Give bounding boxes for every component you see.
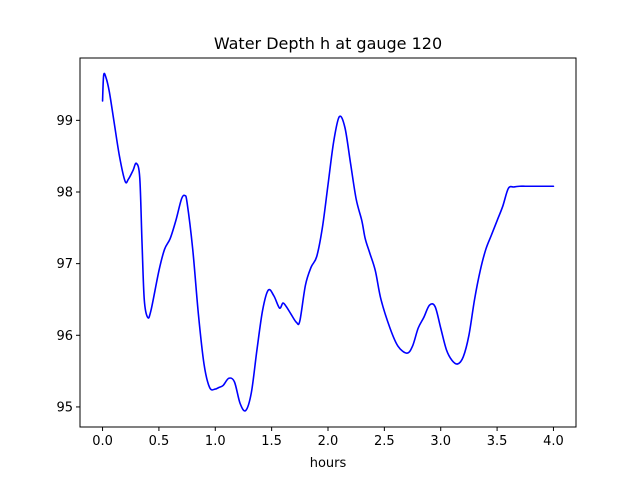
x-tick-label: 1.5 bbox=[261, 434, 282, 449]
x-tick-label: 2.5 bbox=[374, 434, 395, 449]
y-tick-label: 98 bbox=[56, 185, 73, 200]
chart-title: Water Depth h at gauge 120 bbox=[214, 34, 442, 53]
x-axis-label: hours bbox=[310, 456, 347, 471]
y-tick-label: 97 bbox=[56, 257, 73, 272]
x-tick-label: 0.0 bbox=[92, 434, 113, 449]
y-tick-label: 99 bbox=[56, 114, 73, 129]
x-axis: 0.0 0.5 1.0 1.5 2.0 2.5 3.0 3.5 4.0 bbox=[92, 427, 564, 449]
x-tick-label: 3.0 bbox=[430, 434, 451, 449]
y-tick-label: 95 bbox=[56, 400, 73, 415]
x-tick-label: 1.0 bbox=[205, 434, 226, 449]
x-tick-label: 0.5 bbox=[149, 434, 170, 449]
y-axis: 95 96 97 98 99 bbox=[56, 114, 80, 415]
series-layer bbox=[101, 72, 555, 412]
y-tick-label: 96 bbox=[56, 329, 73, 344]
x-tick-label: 4.0 bbox=[543, 434, 564, 449]
x-tick-label: 3.5 bbox=[487, 434, 508, 449]
x-tick-label: 2.0 bbox=[318, 434, 339, 449]
series-line-0 bbox=[101, 72, 555, 412]
